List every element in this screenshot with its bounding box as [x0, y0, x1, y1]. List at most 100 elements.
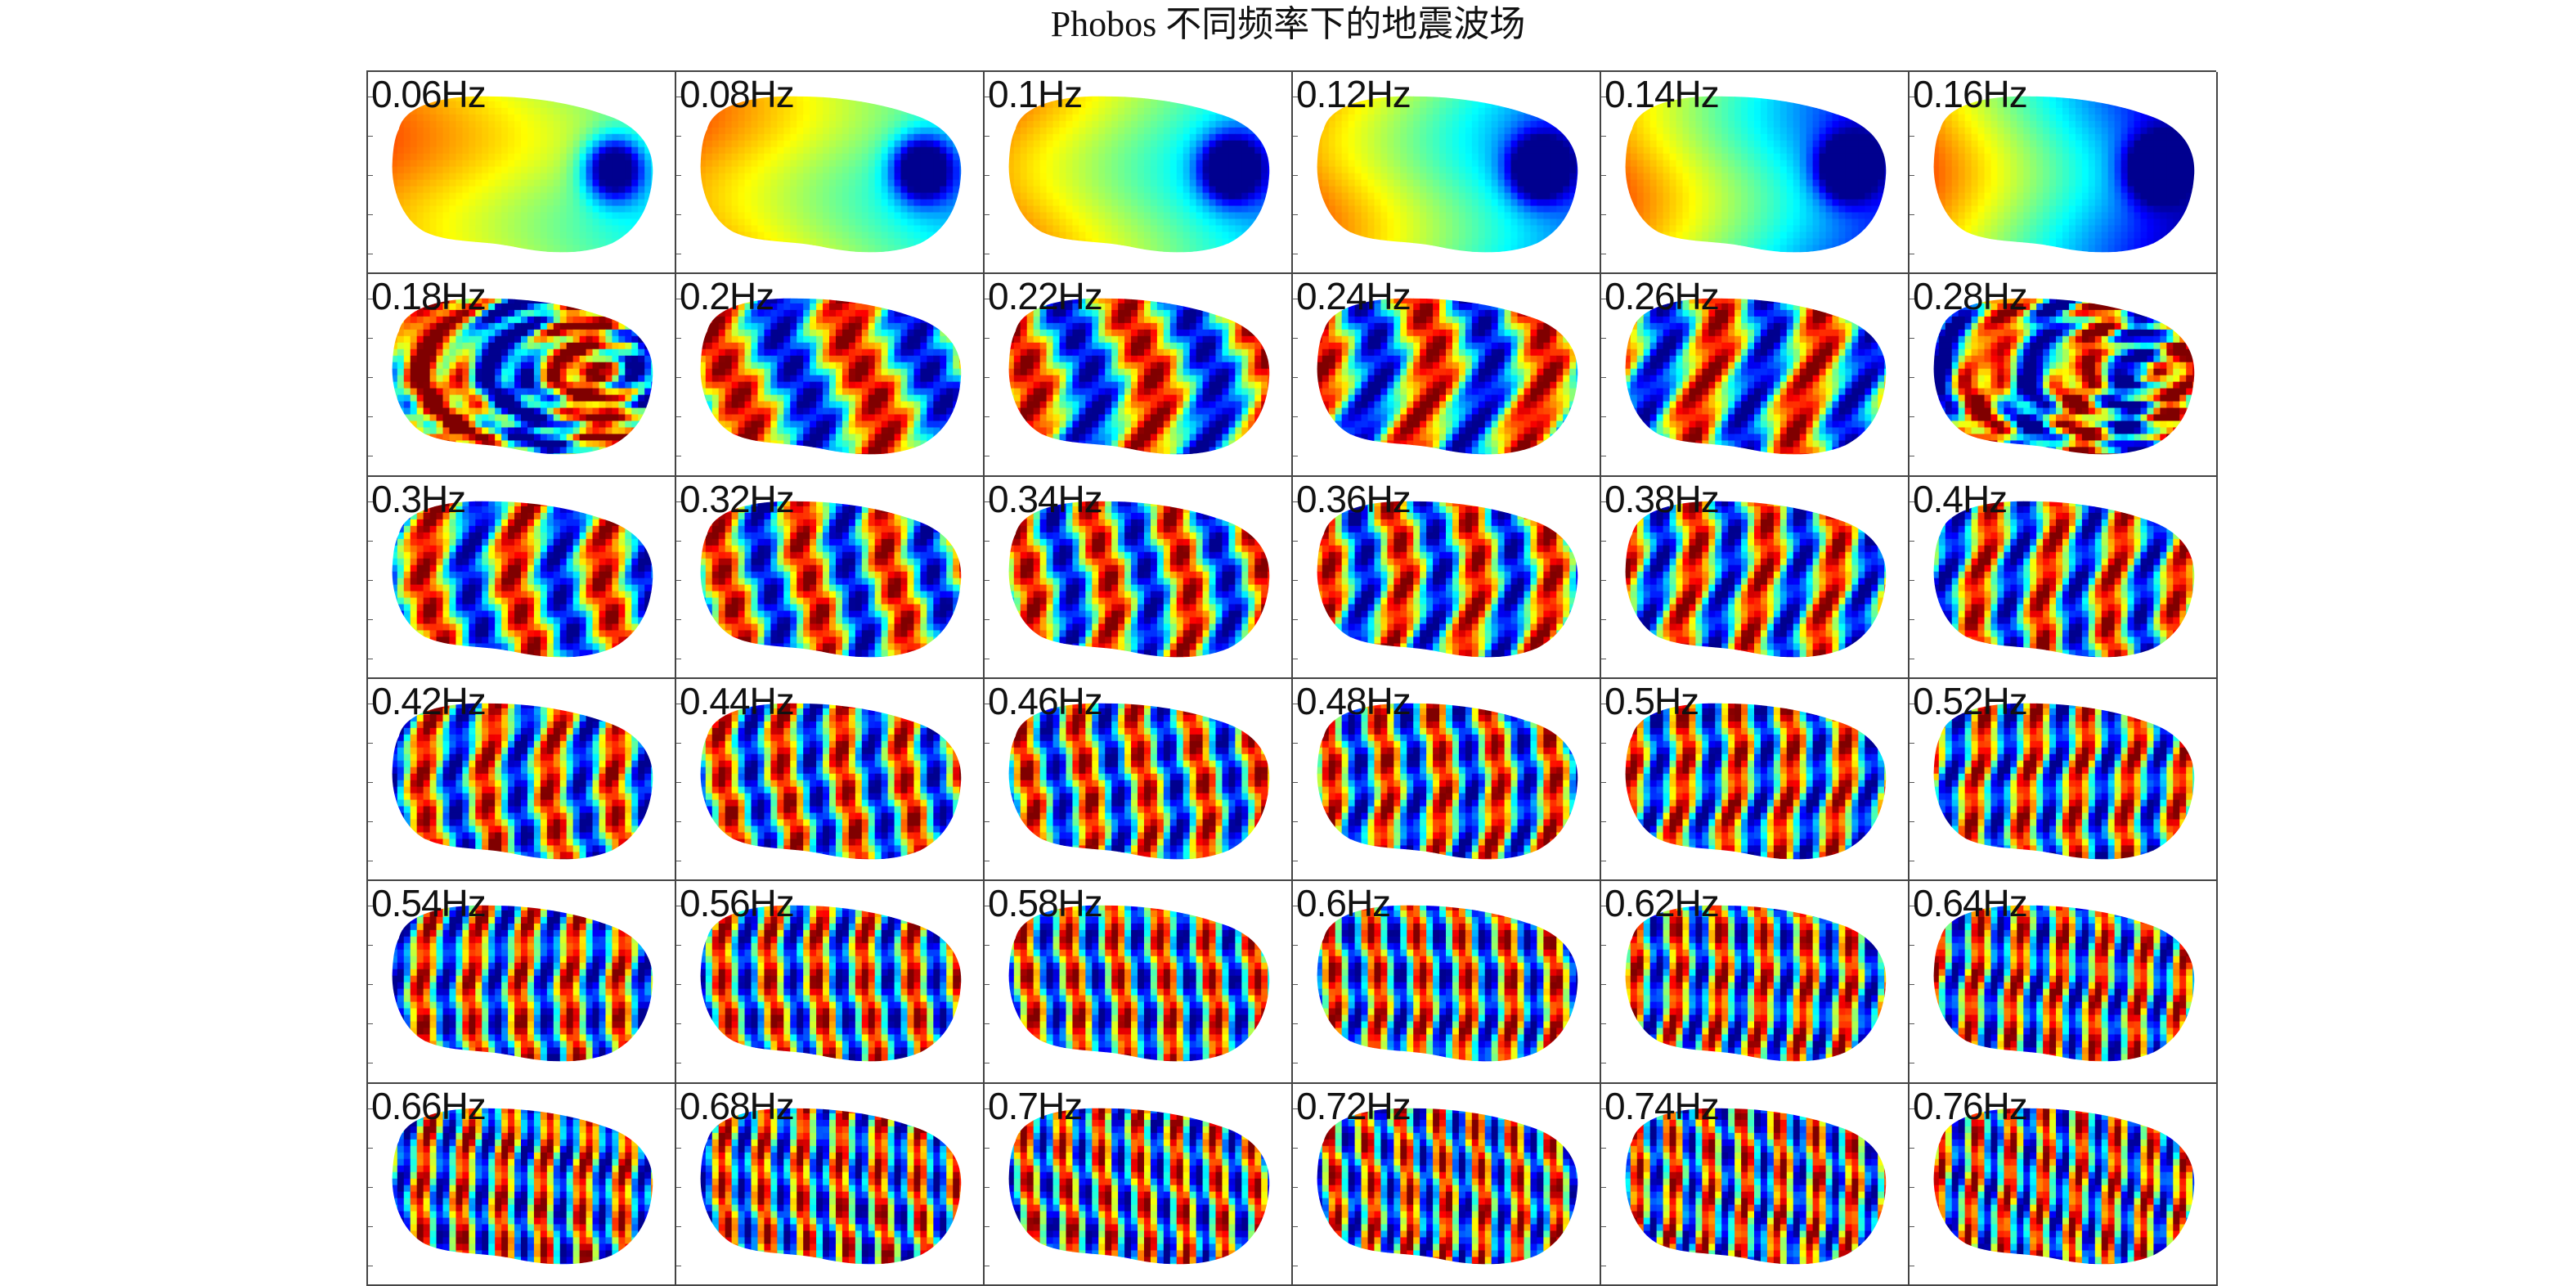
axis-tick — [1601, 945, 1606, 947]
axis-tick — [985, 1147, 990, 1149]
wavefield-panel-20: 0.46Hz — [985, 678, 1293, 882]
wavefield-plot — [700, 906, 962, 1062]
wavefield-panel-28: 0.62Hz — [1601, 881, 1910, 1084]
axis-tick — [676, 821, 681, 822]
wavefield-panel-7: 0.2Hz — [676, 274, 985, 477]
axis-tick — [368, 742, 373, 744]
axis-tick — [1293, 1023, 1298, 1025]
axis-tick — [676, 945, 681, 947]
axis-tick — [1910, 945, 1914, 947]
wavefield-plot — [1625, 96, 1887, 253]
wavefield-plot — [1317, 501, 1578, 658]
wavefield-plot — [1625, 299, 1887, 455]
axis-tick — [1910, 1186, 1914, 1188]
axis-tick — [985, 377, 990, 379]
axis-tick — [1910, 1147, 1914, 1149]
wavefield-plot — [392, 703, 653, 860]
frequency-label: 0.54Hz — [371, 883, 487, 924]
axis-tick — [1601, 1186, 1606, 1188]
axis-tick — [1910, 501, 1914, 502]
axis-tick — [1601, 1023, 1606, 1025]
axis-tick — [1293, 742, 1298, 744]
axis-tick — [985, 618, 990, 620]
wavefield-panel-10: 0.26Hz — [1601, 274, 1910, 477]
axis-tick — [368, 214, 373, 215]
axis-tick — [368, 338, 373, 339]
axis-tick — [1293, 136, 1298, 137]
axis-tick — [676, 579, 681, 581]
axis-tick — [985, 501, 990, 502]
axis-tick — [985, 945, 990, 947]
frequency-label: 0.06Hz — [371, 74, 487, 115]
frequency-label: 0.16Hz — [1913, 74, 2028, 115]
wavefield-plot — [1933, 299, 2195, 455]
axis-tick — [368, 501, 373, 502]
axis-tick — [1601, 136, 1606, 137]
wavefield-panel-27: 0.6Hz — [1293, 881, 1601, 1084]
axis-tick — [368, 821, 373, 822]
axis-tick — [1910, 1108, 1914, 1109]
frequency-label: 0.1Hz — [988, 74, 1083, 115]
wavefield-plot — [1317, 703, 1578, 860]
axis-tick — [985, 1108, 990, 1109]
wavefield-plot — [1008, 96, 1270, 253]
frequency-label: 0.5Hz — [1604, 681, 1699, 722]
axis-tick — [1293, 540, 1298, 542]
frequency-label: 0.32Hz — [680, 479, 795, 519]
wavefield-panel-22: 0.5Hz — [1601, 678, 1910, 882]
wavefield-plot — [1625, 1108, 1887, 1265]
wavefield-plot — [1008, 501, 1270, 658]
wavefield-plot — [392, 906, 653, 1062]
axis-tick — [985, 175, 990, 176]
axis-tick — [985, 742, 990, 744]
frequency-label: 0.7Hz — [988, 1086, 1083, 1126]
wavefield-panel-25: 0.56Hz — [676, 881, 985, 1084]
wavefield-plot — [1933, 703, 2195, 860]
frequency-label: 0.48Hz — [1296, 681, 1411, 722]
wavefield-panel-13: 0.32Hz — [676, 476, 985, 679]
wavefield-surface — [1008, 703, 1270, 860]
axis-tick — [676, 1108, 681, 1109]
wavefield-plot — [700, 703, 962, 860]
frequency-label: 0.28Hz — [1913, 276, 2028, 317]
wavefield-surface — [1317, 703, 1578, 860]
wavefield-panel-15: 0.36Hz — [1293, 476, 1601, 679]
axis-tick — [1293, 338, 1298, 339]
frequency-label: 0.24Hz — [1296, 276, 1411, 317]
frequency-label: 0.52Hz — [1913, 681, 2028, 722]
wavefield-panel-3: 0.12Hz — [1293, 72, 1601, 275]
wavefield-surface — [1317, 1108, 1578, 1265]
axis-tick — [368, 540, 373, 542]
axis-tick — [676, 1147, 681, 1149]
axis-tick — [676, 618, 681, 620]
axis-tick — [1293, 618, 1298, 620]
axis-tick — [1601, 579, 1606, 581]
wavefield-panel-6: 0.18Hz — [368, 274, 676, 477]
axis-tick — [1601, 1147, 1606, 1149]
axis-tick — [676, 175, 681, 176]
wavefield-panel-16: 0.38Hz — [1601, 476, 1910, 679]
axis-tick — [985, 1023, 990, 1025]
axis-tick — [1293, 377, 1298, 379]
axis-tick — [1293, 175, 1298, 176]
wavefield-plot — [1933, 96, 2195, 253]
frequency-label: 0.42Hz — [371, 681, 487, 722]
wavefield-plot — [1008, 703, 1270, 860]
axis-tick — [1601, 338, 1606, 339]
wavefield-panel-18: 0.42Hz — [368, 678, 676, 882]
wavefield-panel-8: 0.22Hz — [985, 274, 1293, 477]
axis-tick — [1910, 618, 1914, 620]
axis-tick — [1601, 742, 1606, 744]
axis-tick — [1293, 781, 1298, 783]
axis-tick — [985, 416, 990, 418]
wavefield-plot — [1933, 1108, 2195, 1265]
axis-tick — [1293, 984, 1298, 986]
axis-tick — [1293, 501, 1298, 502]
wavefield-plot — [1933, 906, 2195, 1062]
axis-tick — [368, 175, 373, 176]
axis-tick — [1293, 579, 1298, 581]
wavefield-plot — [1625, 703, 1887, 860]
wavefield-panel-2: 0.1Hz — [985, 72, 1293, 275]
axis-tick — [1601, 540, 1606, 542]
axis-tick — [1910, 416, 1914, 418]
